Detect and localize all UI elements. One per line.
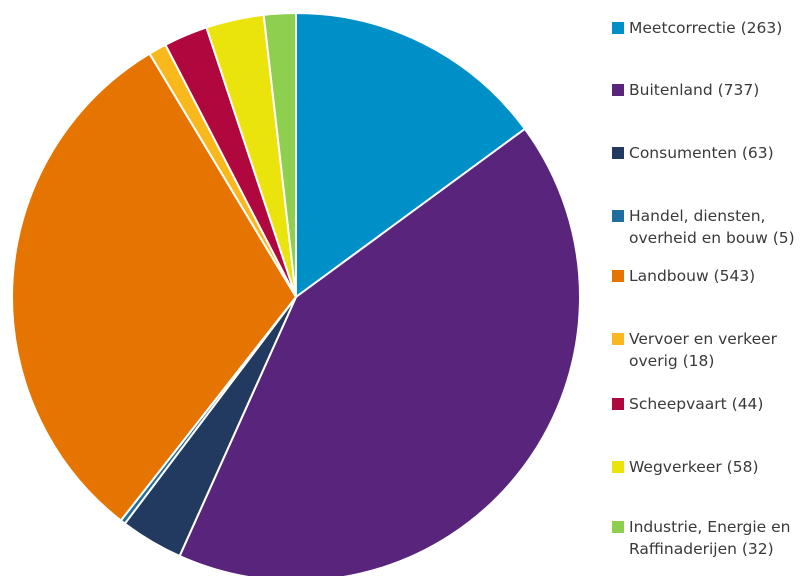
pie-slice bbox=[295, 11, 527, 299]
legend-label: Industrie, Energie en Raffinaderijen (32… bbox=[629, 518, 791, 558]
legend-item: Industrie, Energie en Raffinaderijen (32… bbox=[612, 516, 808, 560]
legend-swatch bbox=[612, 22, 624, 34]
legend-label: Handel, diensten, overheid en bouw (5) bbox=[629, 207, 795, 247]
legend-item: Vervoer en verkeer overig (18) bbox=[612, 328, 808, 372]
legend-swatch bbox=[612, 84, 624, 96]
legend-item: Landbouw (543) bbox=[612, 265, 808, 287]
legend: Meetcorrectie (263) Buitenland (737) Con… bbox=[612, 0, 808, 576]
legend-item: Meetcorrectie (263) bbox=[612, 17, 808, 39]
pie-svg bbox=[11, 11, 581, 576]
legend-swatch bbox=[612, 333, 624, 345]
legend-swatch bbox=[612, 461, 624, 473]
legend-label: Meetcorrectie (263) bbox=[629, 19, 783, 37]
pie-chart bbox=[11, 11, 581, 576]
pie-slice bbox=[11, 52, 298, 522]
legend-swatch bbox=[612, 210, 624, 222]
legend-label: Landbouw (543) bbox=[629, 267, 756, 285]
legend-item: Buitenland (737) bbox=[612, 79, 808, 101]
legend-label: Buitenland (737) bbox=[629, 81, 760, 99]
legend-label: Scheepvaart (44) bbox=[629, 395, 764, 413]
legend-swatch bbox=[612, 270, 624, 282]
legend-item: Handel, diensten, overheid en bouw (5) bbox=[612, 205, 808, 249]
legend-item: Scheepvaart (44) bbox=[612, 393, 808, 415]
pie-slice bbox=[262, 11, 297, 298]
legend-swatch bbox=[612, 147, 624, 159]
legend-label: Consumenten (63) bbox=[629, 144, 774, 162]
legend-swatch bbox=[612, 398, 624, 410]
legend-item: Consumenten (63) bbox=[612, 142, 808, 164]
legend-label: Wegverkeer (58) bbox=[629, 458, 759, 476]
legend-swatch bbox=[612, 521, 624, 533]
legend-item: Wegverkeer (58) bbox=[612, 456, 808, 478]
pie-slice bbox=[178, 127, 581, 576]
legend-label: Vervoer en verkeer overig (18) bbox=[629, 330, 778, 370]
